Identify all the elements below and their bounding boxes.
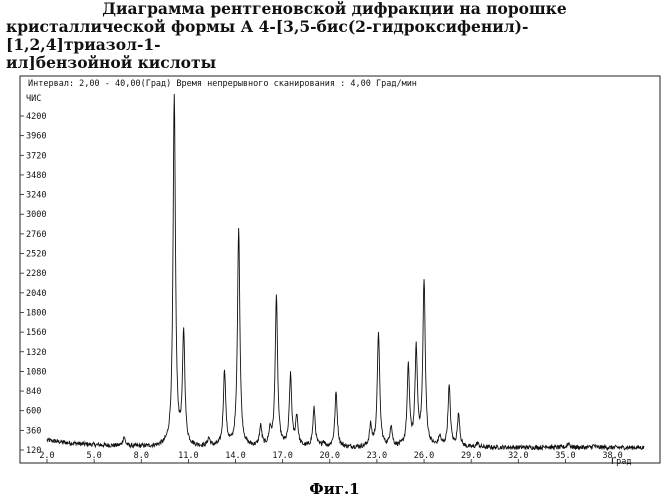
y-tick-label: 840 (26, 387, 41, 397)
x-tick-label: 32.0 (508, 451, 528, 461)
title-line-2: кристаллической формы А 4-[3,5-бис(2-гид… (6, 17, 529, 54)
plot-frame (19, 75, 661, 464)
y-tick-label: 3240 (26, 191, 46, 201)
y-ticks: 4200 3960 3720 3480 3240 3000 2760 2520 2280 2040… (20, 112, 46, 456)
diffraction-trace (46, 93, 645, 452)
x-tick-label: 29.0 (461, 451, 481, 461)
peak-markers (123, 94, 595, 447)
y-tick-label: 1080 (26, 367, 46, 377)
x-tick-label: 23.0 (367, 451, 387, 461)
x-tick-label: 2.0 (39, 451, 54, 461)
figure-title: Диаграмма рентгеновской дифракции на пор… (0, 0, 669, 72)
x-tick-label: 8.0 (134, 451, 149, 461)
y-tick-label: 2760 (26, 230, 46, 240)
x-tick-label: 5.0 (86, 451, 101, 461)
x-ticks: 2.0 5.0 8.0 11.0 14.0 17.0 20.0 23.0 26.0 29.0 32.… (39, 451, 623, 463)
y-tick-label: 120 (26, 446, 41, 456)
y-tick-label: 2040 (26, 289, 46, 299)
y-tick-label: 3000 (26, 210, 46, 220)
title-line-1: Диаграмма рентгеновской дифракции на пор… (102, 0, 567, 18)
x-tick-label: 17.0 (272, 451, 292, 461)
y-tick-label: 3720 (26, 151, 46, 161)
title-line-3: ил]бензойной кислоты (6, 53, 217, 72)
x-tick-label: 26.0 (414, 451, 434, 461)
y-tick-label: 2280 (26, 269, 46, 279)
x-tick-label: 14.0 (225, 451, 245, 461)
y-tick-label: 3480 (26, 171, 46, 181)
y-tick-label: 1800 (26, 308, 46, 318)
y-tick-label: 360 (26, 426, 41, 436)
y-tick-label: 1320 (26, 348, 46, 358)
x-tick-label: 35.0 (555, 451, 575, 461)
x-tick-label: 38.0 (602, 451, 622, 461)
x-tick-label: 20.0 (320, 451, 340, 461)
scan-header: Интервал: 2,00 - 40,00(Град) Время непре… (28, 79, 417, 89)
figure-caption: Фиг.1 (309, 480, 360, 498)
y-tick-label: 4200 (26, 112, 46, 122)
y-tick-label: 1560 (26, 328, 46, 338)
y-axis-label: ЧИС (26, 94, 41, 104)
y-tick-label: 2520 (26, 250, 46, 260)
y-tick-label: 3960 (26, 132, 46, 142)
x-tick-label: 11.0 (178, 451, 198, 461)
y-tick-label: 600 (26, 407, 41, 417)
x-axis-label: Град (611, 457, 631, 467)
